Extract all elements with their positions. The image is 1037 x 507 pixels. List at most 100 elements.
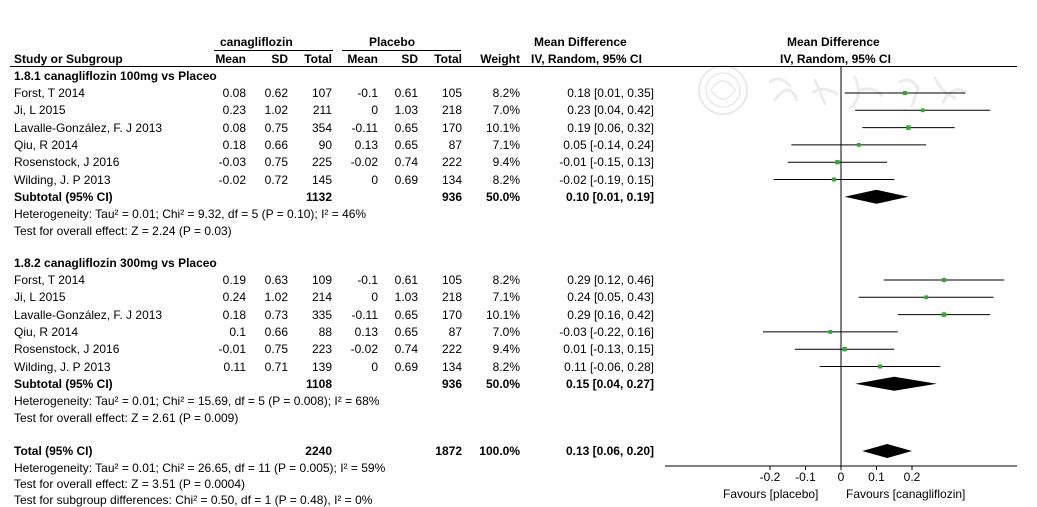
- study-cell-n1: 335: [311, 307, 332, 322]
- study-marker: [906, 125, 911, 130]
- study-cell-sd2: 0.65: [394, 324, 418, 339]
- col-total-2: Total: [434, 52, 462, 66]
- study-cell-n1: 211: [312, 103, 332, 118]
- study-cell-n1: 88: [318, 324, 332, 339]
- study-cell-weight: 9.4%: [492, 155, 520, 170]
- study-marker: [920, 108, 925, 113]
- watermark-seal: [698, 65, 967, 115]
- study-cell-ci: 0.29 [0.16, 0.42]: [567, 307, 654, 322]
- study-cell-m2: 0: [371, 290, 378, 305]
- study-cell-sd2: 0.65: [394, 307, 418, 322]
- study-cell-n1: 354: [311, 120, 332, 135]
- study-cell-n2: 222: [441, 342, 462, 357]
- study-cell-sd2: 1.03: [394, 290, 418, 305]
- study-cell-ci: -0.02 [-0.19, 0.15]: [559, 172, 654, 187]
- treatment-group-header: canagliflozin: [220, 35, 293, 49]
- study-cell-sd2: 0.69: [394, 172, 418, 187]
- study-cell-ci: 0.24 [0.05, 0.43]: [567, 290, 654, 305]
- study-cell-n1: 139: [311, 359, 332, 374]
- study-cell-ci: 0.23 [0.04, 0.42]: [567, 103, 654, 118]
- total-weight: 100.0%: [479, 444, 520, 458]
- study-cell-ci: 0.11 [-0.06, 0.28]: [564, 359, 654, 374]
- study-marker: [902, 90, 907, 96]
- total-heterogeneity-text: Heterogeneity: Tau² = 0.01; Chi² = 26.65…: [14, 461, 386, 475]
- study-marker: [878, 364, 883, 369]
- study-cell-n2: 87: [448, 137, 462, 152]
- subtotal-diamond: [844, 189, 909, 204]
- x-tick-label: -0.2: [760, 470, 781, 484]
- subtotal-n2: 936: [441, 376, 462, 391]
- heterogeneity-text: Heterogeneity: Tau² = 0.01; Chi² = 9.32,…: [14, 206, 367, 221]
- study-cell-n2: 134: [441, 172, 462, 187]
- subtotal-weight: 50.0%: [485, 189, 520, 204]
- study-cell-weight: 7.1%: [492, 137, 520, 152]
- study-cell-m1: 0.23: [222, 103, 246, 118]
- study-cell-m2: -0.1: [357, 86, 378, 100]
- study-cell-m2: -0.02: [350, 155, 378, 170]
- study-cell-n2: 87: [448, 324, 462, 339]
- study-cell-sd1: 0.62: [264, 86, 288, 100]
- study-cell-n1: 145: [311, 172, 332, 187]
- study-marker: [831, 177, 836, 182]
- col-md-sub: IV, Random, 95% CI: [531, 52, 642, 66]
- study-cell-m2: 0: [371, 103, 378, 118]
- study-cell-m1: -0.02: [218, 172, 246, 187]
- subtotal-ci: 0.10 [0.01, 0.19]: [565, 189, 654, 204]
- study-cell-m2: 0: [371, 359, 378, 374]
- total-n1: 2240: [305, 444, 332, 458]
- study-marker: [856, 143, 861, 147]
- study-name: Ji, L 2015: [14, 103, 66, 118]
- overall-effect-text: Test for overall effect: Z = 2.24 (P = 0…: [14, 223, 232, 238]
- study-cell-n1: 109: [311, 273, 332, 287]
- study-cell-m1: 0.24: [222, 290, 246, 305]
- study-name: Wilding, J. P 2013: [14, 359, 111, 374]
- study-cell-weight: 9.4%: [492, 342, 520, 357]
- study-cell-ci: 0.29 [0.12, 0.46]: [567, 273, 654, 287]
- study-cell-ci: 0.18 [0.01, 0.35]: [567, 86, 654, 100]
- control-group-header: Placebo: [369, 35, 416, 49]
- plot-title: Mean Difference: [787, 35, 880, 49]
- subtotal-ci: 0.15 [0.04, 0.27]: [565, 376, 654, 391]
- study-cell-weight: 8.2%: [492, 172, 520, 187]
- study-name: Qiu, R 2014: [14, 324, 79, 339]
- col-sd-2: SD: [401, 52, 418, 66]
- study-cell-sd1: 0.71: [264, 359, 288, 374]
- study-cell-m2: 0.13: [354, 324, 378, 339]
- study-cell-sd1: 1.02: [264, 103, 288, 118]
- study-cell-m2: -0.11: [351, 120, 378, 135]
- study-name: Forst, T 2014: [14, 86, 85, 100]
- total-label: Total (95% CI): [14, 444, 93, 458]
- study-cell-n2: 134: [441, 359, 462, 374]
- plot-subtitle: IV, Random, 95% CI: [780, 52, 891, 66]
- study-name: Wilding, J. P 2013: [14, 172, 111, 187]
- total-diamond: [862, 444, 912, 458]
- study-cell-m2: -0.02: [350, 342, 378, 357]
- col-mean-2: Mean: [347, 52, 378, 66]
- study-cell-weight: 7.0%: [492, 103, 520, 118]
- study-cell-sd1: 0.63: [264, 273, 288, 287]
- study-cell-n1: 214: [311, 290, 332, 305]
- study-marker: [828, 330, 833, 334]
- study-cell-ci: -0.03 [-0.22, 0.16]: [559, 324, 654, 339]
- study-cell-m2: 0: [371, 172, 378, 187]
- study-cell-weight: 8.2%: [492, 86, 520, 100]
- subtotal-diamond: [855, 376, 937, 391]
- subtotal-n1: 1108: [305, 376, 332, 391]
- study-cell-n2: 222: [441, 155, 462, 170]
- subtotal-n1: 1132: [305, 189, 332, 204]
- study-cell-n1: 223: [311, 342, 332, 357]
- study-cell-n1: 107: [311, 86, 332, 100]
- heterogeneity-text: Heterogeneity: Tau² = 0.01; Chi² = 15.69…: [14, 393, 380, 408]
- col-mean-1: Mean: [215, 52, 246, 66]
- study-cell-sd1: 1.02: [264, 290, 288, 305]
- study-cell-weight: 10.1%: [485, 120, 520, 135]
- study-name: Forst, T 2014: [14, 273, 85, 287]
- study-cell-m2: 0.13: [354, 137, 378, 152]
- study-cell-weight: 10.1%: [485, 307, 520, 322]
- control-underline: [342, 50, 461, 51]
- study-cell-sd1: 0.75: [264, 120, 288, 135]
- subtotal-label: Subtotal (95% CI): [14, 189, 113, 204]
- study-marker: [941, 312, 947, 317]
- study-cell-sd1: 0.75: [264, 342, 288, 357]
